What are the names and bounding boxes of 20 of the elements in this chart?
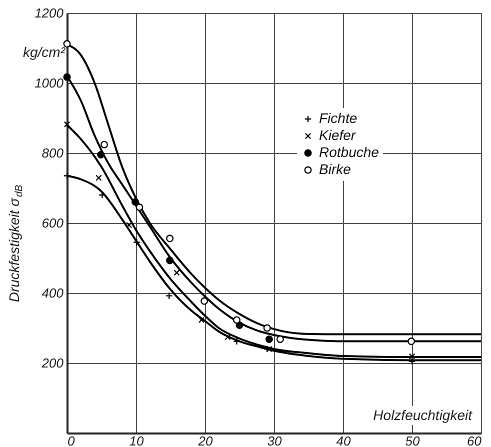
y-axis-title: Druckfestigkeit σdB — [6, 184, 25, 302]
y-tick-label: 1000 — [34, 76, 64, 90]
legend-label: Birke — [319, 161, 352, 177]
y-tick-label: 200 — [40, 356, 64, 370]
text: kg/cm² — [23, 44, 66, 60]
x-axis-title: Holzfeuchtigkeit — [373, 407, 474, 423]
x-tick-label: 40 — [336, 434, 352, 447]
legend-label: Kiefer — [319, 127, 357, 143]
x-tick-label: 60 — [467, 434, 482, 447]
x-tick-label: 50 — [405, 434, 420, 447]
y-tick-label: 1200 — [34, 6, 64, 20]
legend-label: Rotbuche — [319, 144, 380, 160]
y-tick-label: 600 — [42, 216, 64, 230]
x-tick-label: 30 — [267, 434, 282, 447]
x-tick-label: 20 — [197, 434, 214, 447]
x-tick-label: 0 — [68, 434, 76, 447]
y-tick-label: 800 — [42, 146, 64, 160]
x-tick-label: 10 — [129, 434, 144, 447]
legend-label: Fichte — [319, 110, 358, 126]
y-tick-label: 400 — [42, 286, 64, 300]
